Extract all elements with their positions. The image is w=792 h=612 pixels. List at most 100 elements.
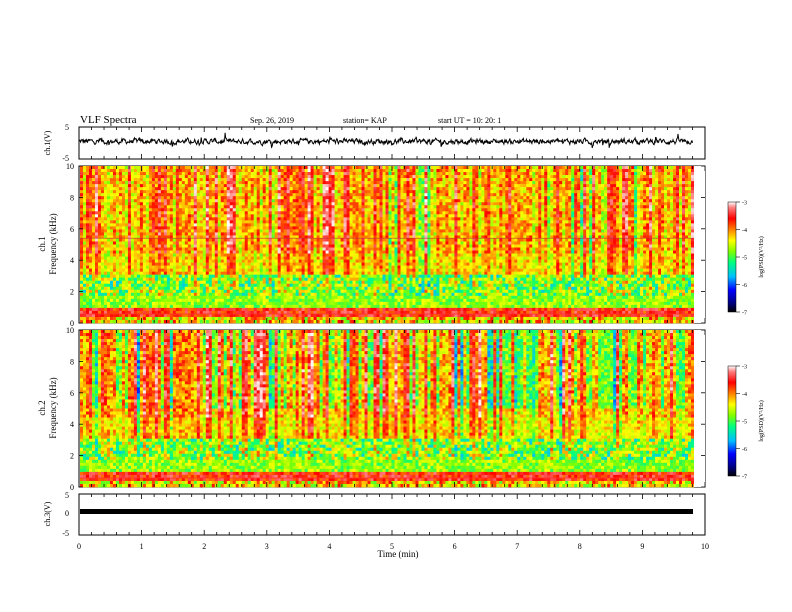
spectrogram-cell xyxy=(559,175,563,179)
spectrogram-cell xyxy=(592,211,596,215)
spectrogram-cell xyxy=(427,178,431,182)
spectrogram-cell xyxy=(205,226,210,230)
spectrogram-cell xyxy=(469,226,473,230)
spectrogram-cell xyxy=(451,181,455,185)
spectrogram-cell xyxy=(523,178,527,182)
spectrogram-cell xyxy=(133,184,138,188)
spectrogram-cell xyxy=(580,226,584,230)
spectrogram-cell xyxy=(181,214,186,218)
spectrogram-cell xyxy=(475,232,479,236)
spectrogram-cell xyxy=(220,205,225,209)
spectrogram-cell xyxy=(451,208,455,212)
spectrogram-cell xyxy=(577,175,581,179)
spectrogram-cell xyxy=(250,166,255,170)
spectrogram-cell xyxy=(280,199,284,203)
spectrogram-cell xyxy=(80,229,84,233)
spectrogram-cell xyxy=(628,229,632,233)
spectrogram-cell xyxy=(673,166,677,170)
spectrogram-cell xyxy=(574,202,578,206)
spectrogram-cell xyxy=(655,175,659,179)
spectrogram-cell xyxy=(637,169,641,173)
spectrogram-cell xyxy=(244,187,249,191)
spectrogram-cell xyxy=(469,199,473,203)
spectrogram-cell xyxy=(250,208,255,212)
spectrogram-cell xyxy=(529,172,533,176)
spectrogram-cell xyxy=(262,217,266,221)
spectrogram-cell xyxy=(427,211,431,215)
spectrogram-cell xyxy=(121,181,126,185)
spectrogram-cell xyxy=(334,205,338,209)
spectrogram-cell xyxy=(622,205,626,209)
spectrogram-cell xyxy=(487,208,491,212)
spectrogram-cell xyxy=(502,214,506,218)
spectrogram-cell xyxy=(397,226,401,230)
spectrogram-cell xyxy=(526,175,530,179)
spectrogram-cell xyxy=(424,217,428,221)
spectrogram-cell xyxy=(640,172,644,176)
spectrogram-cell xyxy=(409,196,413,200)
spectrogram-cell xyxy=(604,226,608,230)
spectrogram-cell xyxy=(133,166,138,170)
spectrogram-cell xyxy=(685,226,689,230)
spectrogram-cell xyxy=(514,190,518,194)
spectrogram-cell xyxy=(364,193,368,197)
spectrogram-cell xyxy=(670,214,674,218)
spectrogram-cell xyxy=(412,172,416,176)
spectrogram-cell xyxy=(688,175,692,179)
spectrogram-cell xyxy=(595,166,599,170)
spectrogram-cell xyxy=(157,199,162,203)
spectrogram-cell xyxy=(241,217,246,221)
spectrogram-cell xyxy=(106,232,111,236)
spectrogram-cell xyxy=(139,223,144,227)
spectrogram-cell xyxy=(559,187,563,191)
spectrogram-cell xyxy=(523,211,527,215)
spectrogram-cell xyxy=(130,184,135,188)
spectrogram-cell xyxy=(571,235,575,239)
spectrogram-cell xyxy=(517,190,521,194)
spectrogram-cell xyxy=(529,229,533,233)
spectrogram-cell xyxy=(466,214,470,218)
spectrogram-cell xyxy=(457,178,461,182)
spectrogram-cell xyxy=(163,166,168,170)
spectrogram-cell xyxy=(454,202,458,206)
spectrogram-cell xyxy=(220,187,225,191)
spectrogram-cell xyxy=(94,226,99,230)
spectrogram-cell xyxy=(205,172,210,176)
spectrogram-cell xyxy=(91,226,96,230)
spectrogram-cell xyxy=(619,208,623,212)
spectrogram-cell xyxy=(373,214,377,218)
spectrogram-cell xyxy=(259,196,264,200)
spectrogram-cell xyxy=(247,211,252,215)
spectrogram-cell xyxy=(112,181,117,185)
spectrogram-cell xyxy=(148,202,153,206)
spectrogram-cell xyxy=(145,220,150,224)
spectrogram-cell xyxy=(637,166,641,170)
spectrogram-cell xyxy=(265,232,269,236)
spectrogram-cell xyxy=(382,208,386,212)
spectrogram-cell xyxy=(466,193,470,197)
spectrogram-cell xyxy=(274,199,278,203)
spectrogram-cell xyxy=(568,196,572,200)
spectrogram-cell xyxy=(589,202,593,206)
spectrogram-cell xyxy=(505,181,509,185)
spectrogram-cell xyxy=(391,169,395,173)
spectrogram-cell xyxy=(382,205,386,209)
spectrogram-cell xyxy=(241,208,246,212)
spectrogram-cell xyxy=(289,190,293,194)
spectrogram-cell xyxy=(208,193,213,197)
spectrogram-cell xyxy=(112,223,117,227)
spectrogram-cell xyxy=(595,184,599,188)
spectrogram-cell xyxy=(196,223,201,227)
spectrogram-cell xyxy=(313,184,317,188)
spectrogram-cell xyxy=(247,178,252,182)
spectrogram-cell xyxy=(472,232,476,236)
spectrogram-cell xyxy=(142,211,147,215)
spectrogram-cell xyxy=(244,193,249,197)
spectrogram-cell xyxy=(691,184,695,188)
spectrogram-cell xyxy=(106,199,111,203)
spectrogram-cell xyxy=(247,202,252,206)
spectrogram-cell xyxy=(289,205,293,209)
spectrogram-cell xyxy=(592,208,596,212)
spectrogram-cell xyxy=(190,172,195,176)
spectrogram-cell xyxy=(406,184,410,188)
